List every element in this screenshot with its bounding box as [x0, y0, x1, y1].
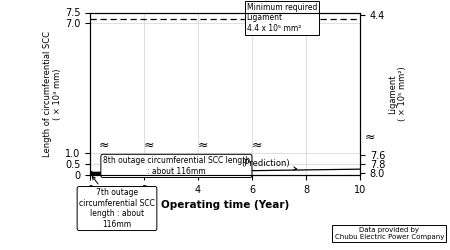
Text: 8th outage circumferential SCC length
: about 116mm: 8th outage circumferential SCC length : …: [103, 156, 250, 176]
Text: ≈: ≈: [98, 139, 109, 152]
Text: ≈: ≈: [198, 139, 209, 152]
Text: Minimum required
Ligament
4.4 x 10⁵ mm²: Minimum required Ligament 4.4 x 10⁵ mm²: [247, 3, 317, 33]
Text: ≈: ≈: [252, 139, 263, 152]
Text: 7th outage
circumferential SCC
length : about
116mm: 7th outage circumferential SCC length : …: [79, 176, 155, 229]
Y-axis label: Length of circumferential SCC
( × 10³ mm): Length of circumferential SCC ( × 10³ mm…: [43, 31, 62, 157]
Text: ≈: ≈: [365, 131, 375, 144]
Text: ≈: ≈: [144, 139, 155, 152]
Y-axis label: Ligament
( × 10⁵ mm²): Ligament ( × 10⁵ mm²): [388, 66, 407, 121]
Text: Data provided by
Chubu Electric Power Company: Data provided by Chubu Electric Power Co…: [334, 227, 444, 240]
Text: (Prediction): (Prediction): [241, 159, 297, 170]
X-axis label: Operating time (Year): Operating time (Year): [161, 200, 289, 210]
